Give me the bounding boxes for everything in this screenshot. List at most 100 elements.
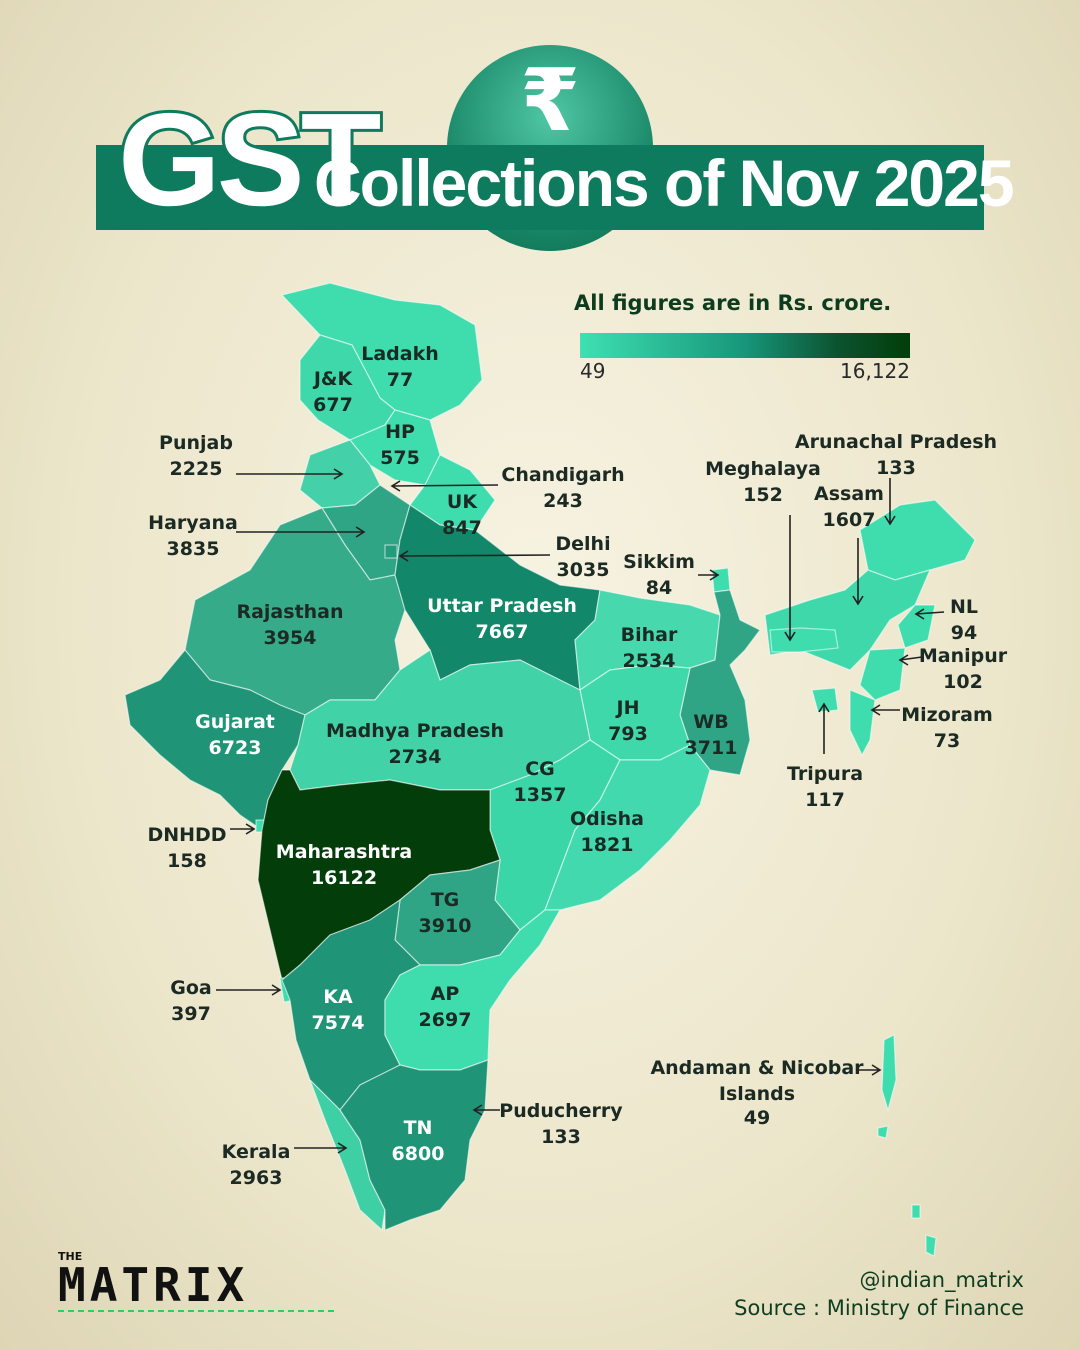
label-andaman-name-line1: Andaman & Nicobar — [650, 1057, 864, 1079]
region-andaman — [881, 1034, 897, 1113]
title-bar — [96, 145, 984, 230]
arrow-tripura — [818, 702, 830, 754]
label-hp-value: 575 — [380, 447, 420, 469]
label-nl-name: NL — [950, 596, 978, 618]
arrow-haryana — [236, 526, 366, 538]
label-tripura-value: 117 — [805, 789, 845, 811]
region-tn — [339, 1059, 489, 1231]
label-rajasthan-value: 3954 — [264, 627, 317, 649]
region-nicobar-2 — [925, 1234, 937, 1257]
region-delhi — [384, 544, 398, 559]
label-mizoram-name: Mizoram — [901, 704, 993, 726]
label-cg-value: 1357 — [514, 784, 567, 806]
label-andaman-name-line2: Islands — [719, 1083, 795, 1105]
label-goa-value: 397 — [171, 1003, 211, 1025]
label-meghalaya-value: 152 — [743, 484, 783, 506]
arrow-puducherry — [472, 1104, 500, 1116]
label-ladakh-value: 77 — [387, 369, 413, 391]
label-wb-value: 3711 — [685, 737, 738, 759]
label-sikkim-value: 84 — [646, 577, 672, 599]
footer-handle: @indian_matrix — [859, 1268, 1024, 1292]
label-tripura-name: Tripura — [787, 763, 863, 785]
label-ka-name: KA — [323, 986, 353, 1008]
region-meghalaya — [769, 627, 839, 653]
label-jh-name: JH — [615, 697, 640, 719]
label-ka-value: 7574 — [312, 1012, 365, 1034]
label-mizoram-value: 73 — [934, 730, 960, 752]
label-kerala-value: 2963 — [230, 1167, 283, 1189]
title-block: ₹ GST Collections of Nov 2025 — [0, 0, 1080, 251]
label-up-name: Uttar Pradesh — [427, 595, 577, 617]
label-hp-name: HP — [385, 421, 415, 443]
arrow-manipur — [898, 654, 923, 666]
legend-caption: All figures are in Rs. crore. — [574, 291, 892, 315]
label-chandigarh-value: 243 — [543, 490, 583, 512]
region-manipur — [859, 647, 906, 701]
label-tg-name: TG — [431, 889, 460, 911]
arrow-arunachal — [884, 478, 896, 526]
label-manipur-value: 102 — [943, 671, 983, 693]
label-punjab-name: Punjab — [159, 432, 233, 454]
label-maharashtra-name: Maharashtra — [276, 841, 412, 863]
region-arunachal — [859, 499, 976, 581]
label-meghalaya-name: Meghalaya — [705, 458, 821, 480]
region-wb — [679, 589, 761, 776]
label-goa-name: Goa — [170, 977, 211, 999]
label-uk-value: 847 — [442, 517, 482, 539]
label-tg-value: 3910 — [419, 915, 472, 937]
label-haryana-value: 3835 — [167, 538, 220, 560]
label-delhi-name: Delhi — [555, 533, 610, 555]
region-mizoram — [849, 689, 876, 757]
label-wb-name: WB — [693, 711, 728, 733]
arrow-sikkim — [698, 569, 720, 581]
label-puducherry-value: 133 — [541, 1126, 581, 1148]
region-sikkim — [711, 567, 731, 593]
arrow-kerala — [294, 1142, 348, 1154]
label-jh-value: 793 — [608, 723, 648, 745]
arrow-mizoram — [870, 704, 900, 716]
label-arunachal-name: Arunachal Pradesh — [795, 431, 997, 453]
arrow-andaman — [856, 1064, 882, 1076]
arrow-chandigarh — [390, 480, 499, 492]
label-maharashtra-value: 16122 — [311, 867, 377, 889]
label-andaman-value: 49 — [744, 1107, 770, 1129]
label-dnhdd-value: 158 — [167, 850, 207, 872]
label-tn-name: TN — [404, 1117, 433, 1139]
region-nicobar — [911, 1204, 921, 1219]
label-ap-name: AP — [431, 983, 460, 1005]
arrow-dnhdd — [230, 823, 256, 835]
arrow-goa — [216, 984, 282, 996]
label-gujarat-name: Gujarat — [195, 711, 275, 733]
label-bihar-name: Bihar — [621, 624, 678, 646]
label-rajasthan-name: Rajasthan — [236, 601, 343, 623]
label-tn-value: 6800 — [392, 1143, 445, 1165]
logo-word: MATRIX — [58, 1258, 249, 1312]
arrow-delhi — [398, 550, 551, 562]
arrow-assam — [852, 538, 864, 606]
label-odisha-value: 1821 — [581, 834, 634, 856]
arrow-punjab — [236, 468, 344, 480]
footer-source: Source : Ministry of Finance — [734, 1296, 1024, 1320]
matrix-logo: THE MATRIX — [58, 1250, 338, 1320]
label-sikkim-name: Sikkim — [623, 551, 695, 573]
region-nl — [897, 604, 936, 649]
legend: All figures are in Rs. crore. 49 16,122 — [560, 285, 930, 385]
label-delhi-value: 3035 — [557, 559, 610, 581]
label-ladakh-name: Ladakh — [361, 343, 439, 365]
region-ap — [384, 909, 562, 1071]
state-shapes — [124, 282, 976, 1257]
label-bihar-value: 2534 — [623, 650, 676, 672]
label-arunachal-value: 133 — [876, 457, 916, 479]
label-mp-name: Madhya Pradesh — [326, 720, 504, 742]
legend-gradient-bar — [580, 333, 910, 358]
label-assam-value: 1607 — [823, 509, 876, 531]
label-manipur-name: Manipur — [919, 645, 1008, 667]
label-uk-name: UK — [447, 491, 478, 513]
label-mp-value: 2734 — [389, 746, 442, 768]
legend-max-value: 16,122 — [840, 359, 910, 383]
title-gst: GST — [115, 86, 384, 233]
label-jk-value: 677 — [313, 394, 353, 416]
logo-underline — [58, 1310, 334, 1312]
label-up-value: 7667 — [476, 621, 529, 643]
